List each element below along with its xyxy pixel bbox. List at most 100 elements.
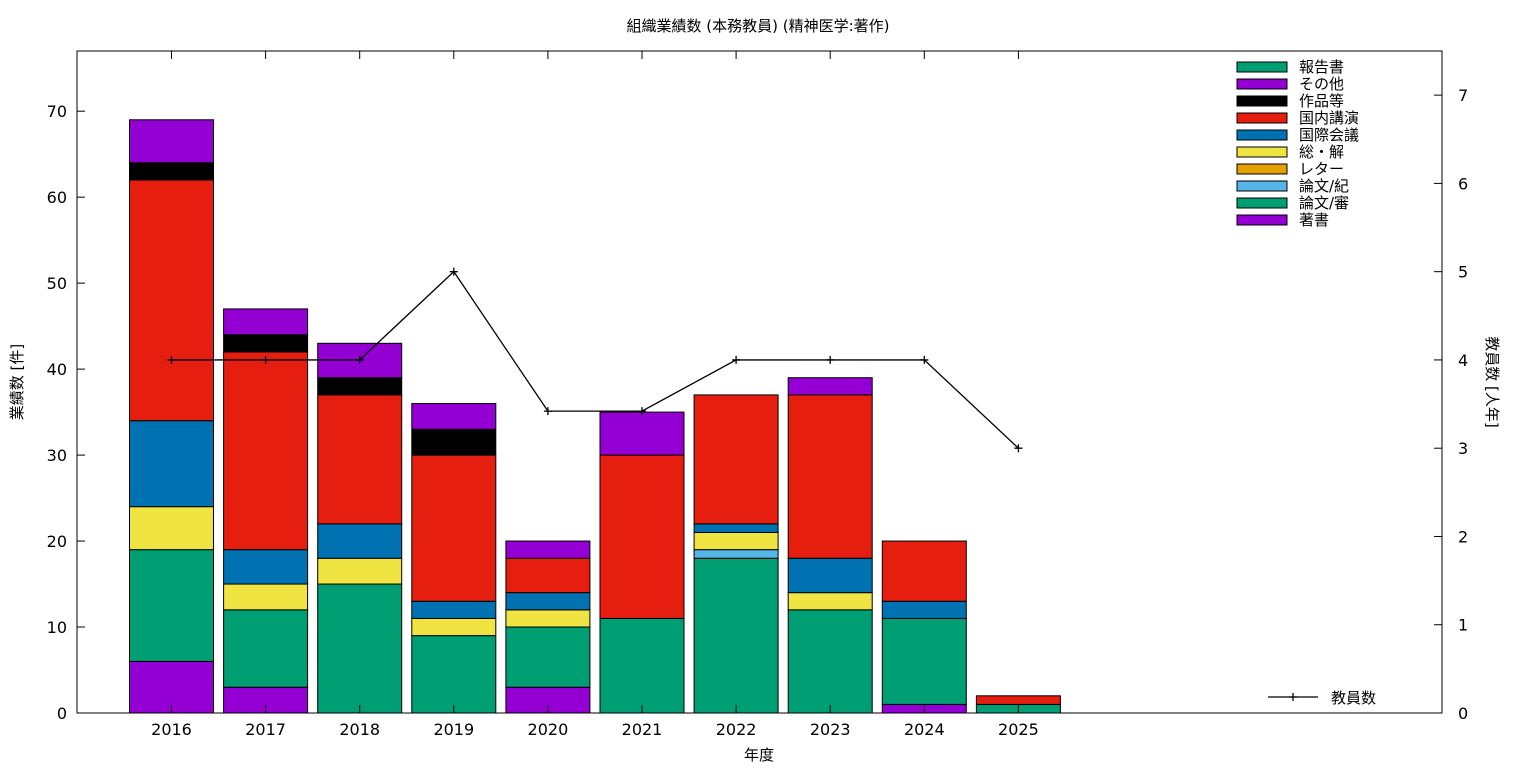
legend-label: 報告書 <box>1299 58 1344 76</box>
legend-swatch <box>1236 214 1288 226</box>
line-point-marker <box>449 267 458 276</box>
bar-segment <box>599 454 685 619</box>
bar-segment <box>505 609 591 628</box>
y-tick-label: 70 <box>47 102 67 121</box>
bar-segment <box>129 162 214 181</box>
bar-segment <box>411 454 497 602</box>
chart-title: 組織業績数 (本務教員) (精神医学:著作) <box>627 17 890 35</box>
x-tick-label: 2021 <box>622 720 663 739</box>
legend-swatch <box>1236 61 1288 73</box>
line-point-marker <box>1014 444 1023 453</box>
bar-segment <box>505 540 591 559</box>
legend-label: レター <box>1299 160 1344 178</box>
bar-segment <box>881 540 967 602</box>
bar-segment <box>223 583 309 611</box>
x-tick-label: 2024 <box>904 720 945 739</box>
x-tick-label: 2017 <box>245 720 286 739</box>
line-point-marker <box>638 407 646 416</box>
bar-segment <box>787 609 873 714</box>
bar-segment <box>787 592 873 611</box>
y2-tick-label: 3 <box>1458 439 1468 458</box>
plot-frame <box>76 50 1443 714</box>
legend-swatch <box>1236 78 1288 90</box>
bar-segment <box>787 394 873 559</box>
bar-segment <box>411 428 497 456</box>
y-axis-label: 業績数 [件] <box>8 344 26 420</box>
legend-label: 国際会議 <box>1299 126 1359 144</box>
bar-segment <box>317 377 403 396</box>
legend-label: 国内講演 <box>1299 109 1359 127</box>
bar-segment <box>693 394 779 525</box>
y2-tick-label: 7 <box>1458 86 1468 105</box>
bar-segment <box>787 377 873 396</box>
bar-segment <box>787 557 873 594</box>
x-tick-label: 2018 <box>339 720 380 739</box>
x-axis-label: 年度 <box>744 746 774 764</box>
line-point-marker <box>826 355 835 364</box>
bar-segment <box>411 402 497 430</box>
bar-segment <box>129 549 214 662</box>
x-tick-label: 2016 <box>151 720 192 739</box>
line-point-marker <box>261 355 270 364</box>
bar-segment <box>411 600 497 619</box>
bar-segment <box>693 549 779 559</box>
bar-segment <box>223 351 309 551</box>
line-point-marker <box>167 355 176 364</box>
y-tick-label: 40 <box>47 360 67 379</box>
legend-swatch <box>1236 112 1288 124</box>
bar-segment <box>317 394 403 525</box>
bar-segment <box>693 557 779 714</box>
bar-segment <box>129 660 214 714</box>
bar-segment <box>129 179 214 422</box>
legend-swatch <box>1236 129 1288 141</box>
legend-label: その他 <box>1299 75 1344 93</box>
plot-area <box>129 119 1061 714</box>
legend-label: 論文/紀 <box>1299 177 1349 195</box>
legend-swatch <box>1236 95 1288 107</box>
legend-label: 著書 <box>1299 211 1329 229</box>
bar-segment <box>411 617 497 637</box>
y2-tick-label: 2 <box>1458 527 1468 546</box>
bar-segment <box>317 523 403 559</box>
legend-label: 総・解 <box>1299 143 1344 161</box>
bar-segment <box>693 531 779 551</box>
y2-tick-label: 1 <box>1458 616 1468 635</box>
legend-swatch <box>1236 146 1288 158</box>
x-tick-label: 2020 <box>528 720 569 739</box>
bar-segment <box>599 411 685 456</box>
y-tick-label: 20 <box>47 532 67 551</box>
y-tick-label: 30 <box>47 446 67 465</box>
y-tick-label: 10 <box>47 618 67 637</box>
bar-segment <box>505 557 591 594</box>
bar-segment <box>317 583 403 714</box>
legend-line-marker <box>1289 693 1297 701</box>
bar-segment <box>505 626 591 688</box>
y2-axis-label: 教員数 [人年] <box>1483 336 1501 427</box>
bar-segment <box>411 635 497 714</box>
x-tick-label: 2025 <box>998 720 1039 739</box>
bar-segment <box>599 617 685 714</box>
bar-segment <box>975 695 1061 705</box>
y2-tick-label: 5 <box>1458 263 1468 282</box>
bar-segment <box>693 523 779 533</box>
bar-segment <box>881 600 967 619</box>
y2-tick-label: 0 <box>1458 704 1468 723</box>
y2-tick-label: 6 <box>1458 174 1468 193</box>
legend-swatch <box>1236 163 1288 175</box>
line-point-marker <box>355 355 364 364</box>
bar-segment <box>129 506 214 551</box>
y-tick-label: 60 <box>47 188 67 207</box>
y2-tick-label: 4 <box>1458 351 1468 370</box>
y-tick-label: 50 <box>47 274 67 293</box>
legend-label: 作品等 <box>1299 92 1344 110</box>
y-tick-label: 0 <box>57 704 67 723</box>
legend-swatch <box>1236 197 1288 209</box>
bar-segment <box>505 592 591 611</box>
bar-segment <box>129 119 214 164</box>
axes: 0 10 20 30 40 50 60 70 0 1 2 3 4 5 6 7 2016 2017 2018 2019 2… <box>47 51 1468 739</box>
legend-label: 論文/審 <box>1299 194 1349 212</box>
bar-segment <box>881 617 967 705</box>
line-series-staff <box>171 270 1019 449</box>
bar-segment <box>223 549 309 585</box>
